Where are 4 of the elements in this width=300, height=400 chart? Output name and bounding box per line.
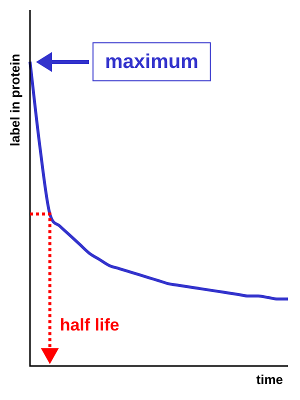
annotation: half life (60, 316, 120, 335)
y-axis-title: label in protein (8, 54, 23, 146)
x-axis-title: time (256, 372, 283, 388)
annotation: maximum (105, 51, 198, 74)
